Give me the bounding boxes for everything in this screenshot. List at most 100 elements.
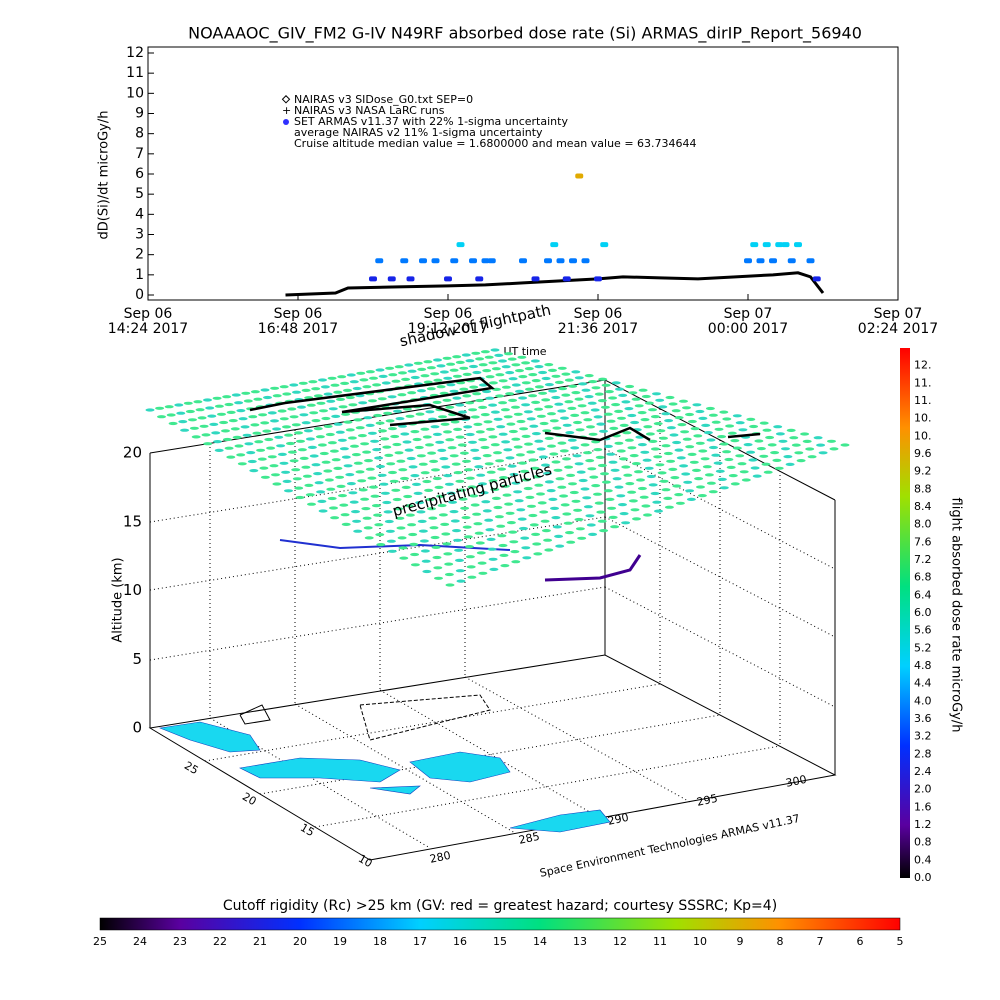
- particle-dot: [536, 492, 545, 496]
- particle-dot: [364, 536, 374, 540]
- particle-dot: [224, 446, 234, 450]
- particle-dot: [203, 398, 212, 402]
- particle-dot: [367, 431, 377, 435]
- particle-dot: [409, 542, 419, 547]
- particle-dot: [501, 365, 511, 369]
- armas-point: [806, 258, 815, 264]
- particle-dot: [724, 457, 734, 462]
- particle-dot: [536, 447, 546, 451]
- particle-dot: [364, 459, 373, 463]
- colorbar-tick-label: 9.2: [914, 465, 932, 478]
- particle-dot: [488, 403, 498, 407]
- particle-dot: [464, 468, 473, 472]
- particle-dot: [544, 436, 554, 440]
- colorbar-tick-label: 6.0: [914, 606, 932, 619]
- particle-dot: [717, 435, 727, 439]
- particle-dot: [387, 395, 397, 399]
- particle-dot: [625, 482, 635, 486]
- particle-dot: [330, 516, 340, 520]
- particle-dot: [436, 494, 446, 498]
- particle-dot: [427, 507, 436, 511]
- particle-dot: [384, 519, 394, 524]
- particle-dot: [490, 348, 500, 352]
- particle-dot: [741, 478, 751, 482]
- particle-dot: [485, 396, 495, 400]
- legend-entry: Cruise altitude median value = 1.6800000…: [294, 137, 697, 150]
- x-tick-label: 21:36 2017: [558, 321, 638, 337]
- particle-dot: [476, 551, 486, 555]
- particle-dot: [301, 421, 311, 425]
- particle-dot: [430, 535, 440, 540]
- x-tick-label: 00:00 2017: [708, 321, 788, 337]
- particle-dot: [281, 470, 291, 474]
- particle-dot: [518, 375, 528, 379]
- model-line: [285, 271, 825, 297]
- particle-dot: [672, 484, 682, 488]
- particle-dot: [430, 425, 440, 429]
- particle-dot: [531, 432, 541, 436]
- particle-dot: [628, 391, 638, 395]
- particle-dot: [433, 358, 442, 362]
- particle-dot: [365, 423, 375, 427]
- particle-dot: [371, 504, 381, 508]
- particle-dot: [541, 376, 551, 381]
- particle-dot: [295, 495, 305, 500]
- particle-dot: [685, 489, 695, 493]
- particle-dot: [561, 372, 571, 376]
- y-tick-label: 10: [126, 85, 144, 101]
- particle-dot: [397, 393, 407, 397]
- particle-dot: [294, 431, 303, 435]
- particle-dot: [548, 497, 558, 501]
- particle-dot: [588, 432, 598, 436]
- particle-dot: [523, 410, 533, 414]
- lon-tick-label: 290: [607, 811, 630, 828]
- particle-dot: [363, 416, 373, 420]
- particle-dot: [525, 387, 534, 391]
- particle-dot: [400, 432, 410, 436]
- particle-dot: [534, 407, 544, 411]
- particle-dot: [656, 429, 666, 433]
- particle-dot: [521, 546, 531, 550]
- armas-point: [519, 258, 527, 264]
- particle-dot: [538, 455, 548, 459]
- particle-dot: [547, 444, 556, 448]
- particle-dot: [508, 429, 518, 434]
- particle-dot: [319, 451, 329, 456]
- particle-dot: [335, 430, 345, 434]
- particle-dot: [805, 447, 815, 451]
- particle-dot: [606, 419, 616, 423]
- particle-dot: [546, 489, 556, 493]
- particle-dot: [465, 476, 475, 480]
- particle-dot: [260, 475, 270, 479]
- particle-dot: [666, 426, 676, 430]
- particle-dot: [415, 501, 425, 505]
- particle-dot: [424, 488, 434, 492]
- particle-dot: [362, 516, 372, 520]
- particle-dot: [554, 534, 564, 539]
- particle-dot: [340, 513, 350, 517]
- particle-dot: [443, 474, 453, 478]
- particle-dot: [217, 412, 226, 416]
- particle-dot: [708, 490, 718, 494]
- lat-tick-label: 25: [182, 759, 201, 777]
- particle-dot: [262, 429, 272, 433]
- particle-dot: [189, 426, 199, 430]
- particle-dot: [682, 406, 691, 410]
- particle-dot: [577, 536, 587, 540]
- particle-dot: [515, 389, 524, 393]
- particle-dot: [338, 494, 347, 498]
- particle-dot: [396, 526, 406, 530]
- particle-dot: [554, 380, 564, 384]
- particle-dot: [597, 399, 607, 403]
- lon-tick-label: 280: [429, 849, 452, 866]
- particle-dot: [692, 403, 702, 407]
- particle-dot: [653, 422, 663, 426]
- particle-dot: [504, 352, 513, 356]
- colorbar-tick-label: 4.4: [914, 677, 932, 690]
- particle-dot: [508, 377, 518, 381]
- particle-dot: [191, 435, 201, 439]
- particle-dot: [625, 384, 635, 389]
- particle-dot: [598, 377, 608, 381]
- particle-dot: [659, 436, 668, 440]
